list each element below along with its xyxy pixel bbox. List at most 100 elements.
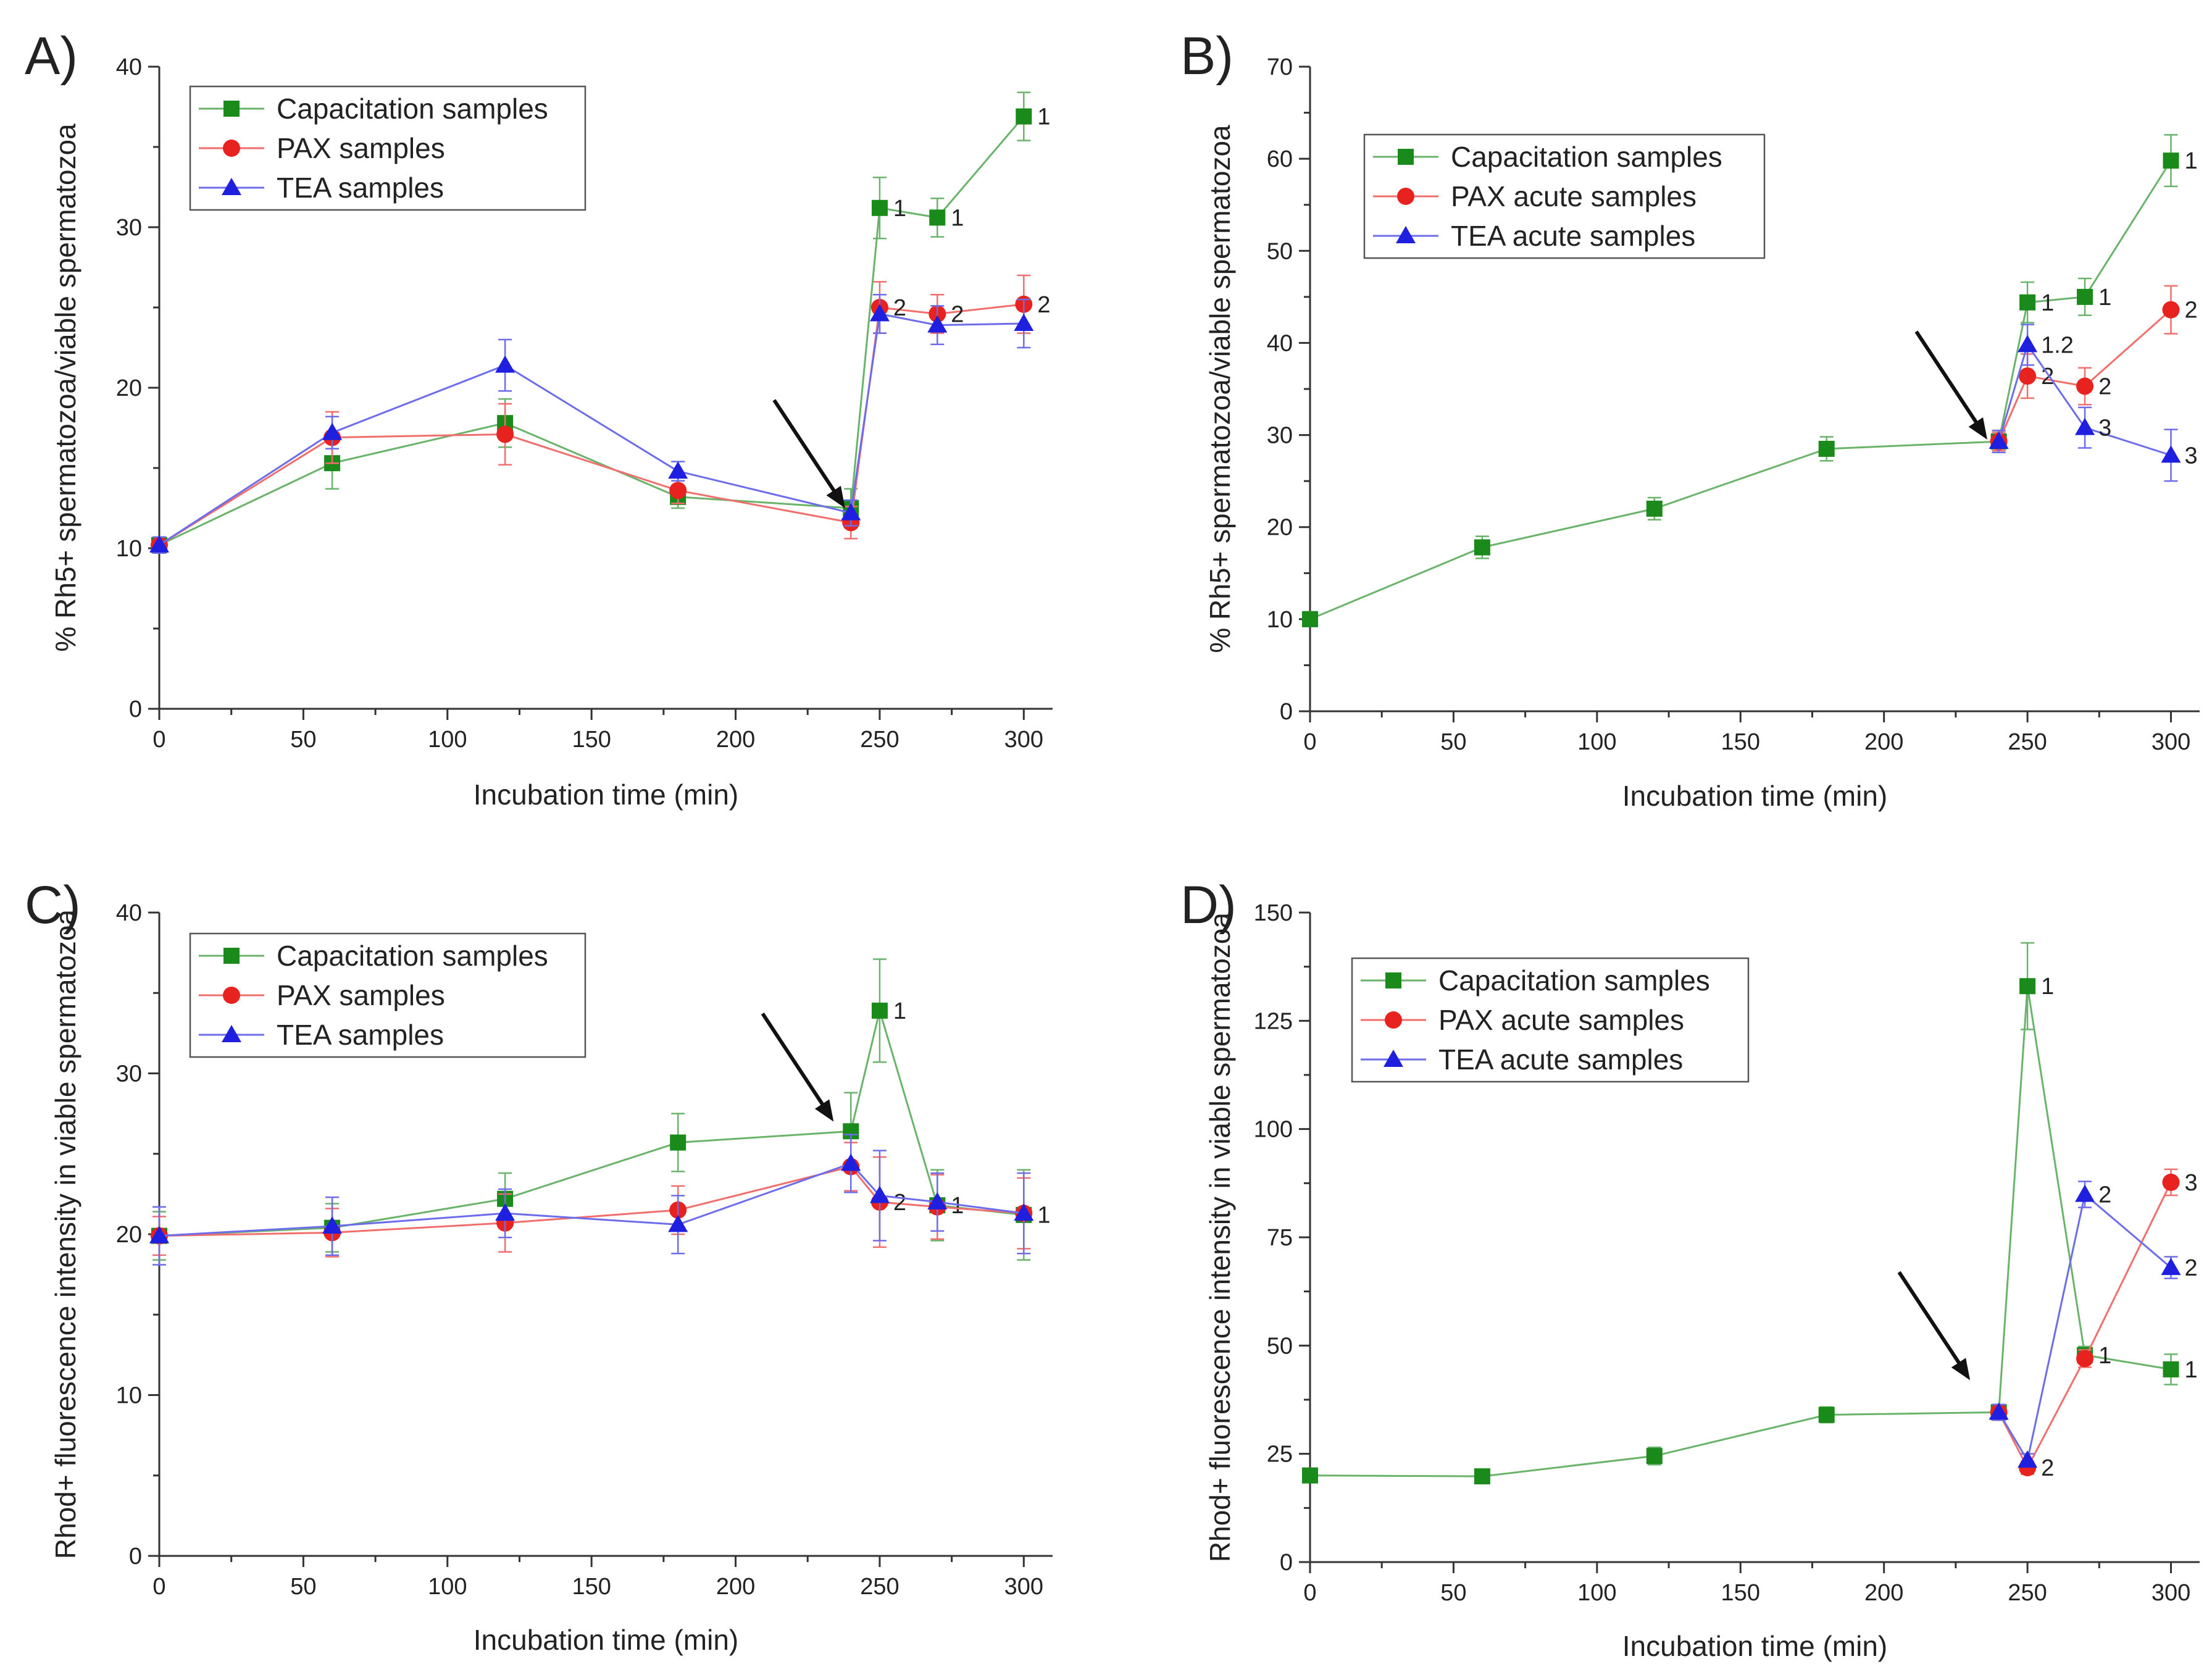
- series-tea-samples: [149, 1134, 1034, 1266]
- data-label: 3: [2098, 416, 2111, 441]
- panel-letter: B): [1180, 27, 1233, 86]
- legend-marker: [1398, 149, 1414, 165]
- legend-marker: [223, 101, 240, 117]
- x-tick-label: 0: [1303, 729, 1316, 755]
- y-tick-label: 30: [1267, 423, 1293, 449]
- series-line: [159, 303, 1024, 546]
- panel-letter: A): [25, 27, 78, 86]
- series-pax-samples: 2 2 2: [151, 274, 1050, 554]
- data-point: [871, 199, 888, 216]
- x-tick-label: 250: [860, 727, 899, 753]
- data-point: [2163, 1361, 2179, 1377]
- data-point: [1818, 1406, 1835, 1423]
- series-line: [159, 115, 1025, 546]
- legend-label: TEA acute samples: [1438, 1043, 1683, 1076]
- x-tick-label: 50: [290, 1574, 316, 1600]
- x-tick-label: 200: [1864, 1580, 1903, 1606]
- x-tick-label: 250: [2008, 729, 2047, 755]
- legend-label: PAX acute samples: [1451, 180, 1697, 212]
- data-point: [322, 1216, 343, 1234]
- series-capacitation-samples: 1 1 1: [1302, 134, 2198, 628]
- data-point: [2019, 367, 2037, 385]
- legend-marker: [1396, 226, 1416, 243]
- y-tick-label: 125: [1254, 1008, 1293, 1034]
- y-tick-label: 50: [1267, 238, 1293, 264]
- x-tick-label: 100: [428, 727, 467, 753]
- legend-marker: [223, 140, 240, 157]
- y-tick-label: 20: [116, 375, 142, 401]
- data-point: [2018, 335, 2038, 353]
- data-label: 2: [1037, 292, 1050, 318]
- y-axis-title: % Rh5+ spermatozoa/viable spermatozoa: [1204, 125, 1236, 653]
- y-tick-label: 70: [1267, 54, 1293, 80]
- data-point: [929, 209, 946, 226]
- data-label: 2: [2185, 1255, 2198, 1281]
- x-tick-label: 200: [716, 727, 755, 753]
- data-point: [2075, 417, 2095, 435]
- data-point: [1989, 1402, 2009, 1420]
- legend-marker: [223, 987, 240, 1004]
- series-line: [159, 1162, 1024, 1237]
- data-point: [1474, 539, 1490, 556]
- legend-marker: [1397, 188, 1414, 205]
- arrow-head: [1968, 417, 1988, 440]
- legend-label: PAX samples: [277, 979, 445, 1011]
- data-point: [496, 425, 514, 443]
- legend-marker: [1384, 1050, 1403, 1067]
- y-tick-label: 40: [1267, 330, 1293, 356]
- y-tick-label: 150: [1254, 900, 1293, 926]
- x-axis-title: Incubation time (min): [474, 1624, 739, 1656]
- x-tick-label: 200: [716, 1574, 755, 1600]
- data-point: [668, 461, 688, 479]
- arrow-head: [1951, 1358, 1971, 1381]
- data-point: [2019, 294, 2036, 311]
- series-line: [1998, 1192, 2172, 1463]
- data-label: 1: [2185, 148, 2198, 174]
- data-label: 2: [951, 301, 964, 327]
- legend: Capacitation samples PAX samples TEA sampl…: [189, 932, 586, 1058]
- x-tick-label: 100: [428, 1574, 467, 1600]
- data-point: [2075, 1184, 2095, 1202]
- data-point: [927, 315, 948, 333]
- data-label: 1: [2041, 290, 2054, 316]
- data-label: 1: [951, 205, 964, 231]
- data-point: [1646, 500, 1663, 517]
- series-line: [1309, 985, 2171, 1477]
- data-point: [495, 355, 515, 373]
- data-point: [2163, 153, 2179, 169]
- x-tick-label: 50: [290, 727, 316, 753]
- legend: Capacitation samples PAX acute samples TEA…: [1351, 957, 1750, 1083]
- data-point: [2076, 1350, 2094, 1368]
- y-tick-label: 10: [116, 1383, 142, 1409]
- data-point: [1818, 440, 1835, 457]
- y-tick-label: 25: [1267, 1442, 1293, 1468]
- legend-marker: [223, 948, 240, 964]
- data-point: [1014, 314, 1034, 331]
- arrow-head: [814, 1099, 834, 1122]
- series-pax-acute-samples: 2 22: [1990, 285, 2198, 452]
- data-point: [149, 535, 169, 553]
- legend-marker: [1385, 972, 1401, 988]
- data-label: 1: [1037, 104, 1050, 130]
- legend-marker: [222, 1025, 241, 1042]
- series-tea-samples: [149, 293, 1034, 554]
- data-point: [149, 1226, 169, 1243]
- series-line: [159, 312, 1024, 546]
- x-axis-title: Incubation time (min): [1622, 780, 1888, 812]
- data-label: 3: [2185, 1170, 2198, 1196]
- x-tick-label: 100: [1577, 729, 1616, 755]
- data-label: 1: [2098, 1343, 2111, 1369]
- y-tick-label: 10: [116, 536, 142, 562]
- data-label: 2: [2098, 374, 2111, 400]
- data-point: [2162, 301, 2180, 319]
- x-tick-label: 300: [2151, 1580, 2190, 1606]
- data-point: [2161, 445, 2181, 463]
- legend-label: TEA acute samples: [1451, 220, 1695, 252]
- y-axis-title: Rhod+ fluorescence intensity in viable s…: [49, 909, 81, 1559]
- x-tick-label: 150: [1721, 1580, 1760, 1606]
- data-point: [1989, 432, 2009, 449]
- series-tea-acute-samples: 22: [1989, 1181, 2198, 1468]
- data-point: [1474, 1468, 1490, 1485]
- y-tick-label: 60: [1267, 146, 1293, 172]
- data-label: 2: [2098, 1182, 2111, 1208]
